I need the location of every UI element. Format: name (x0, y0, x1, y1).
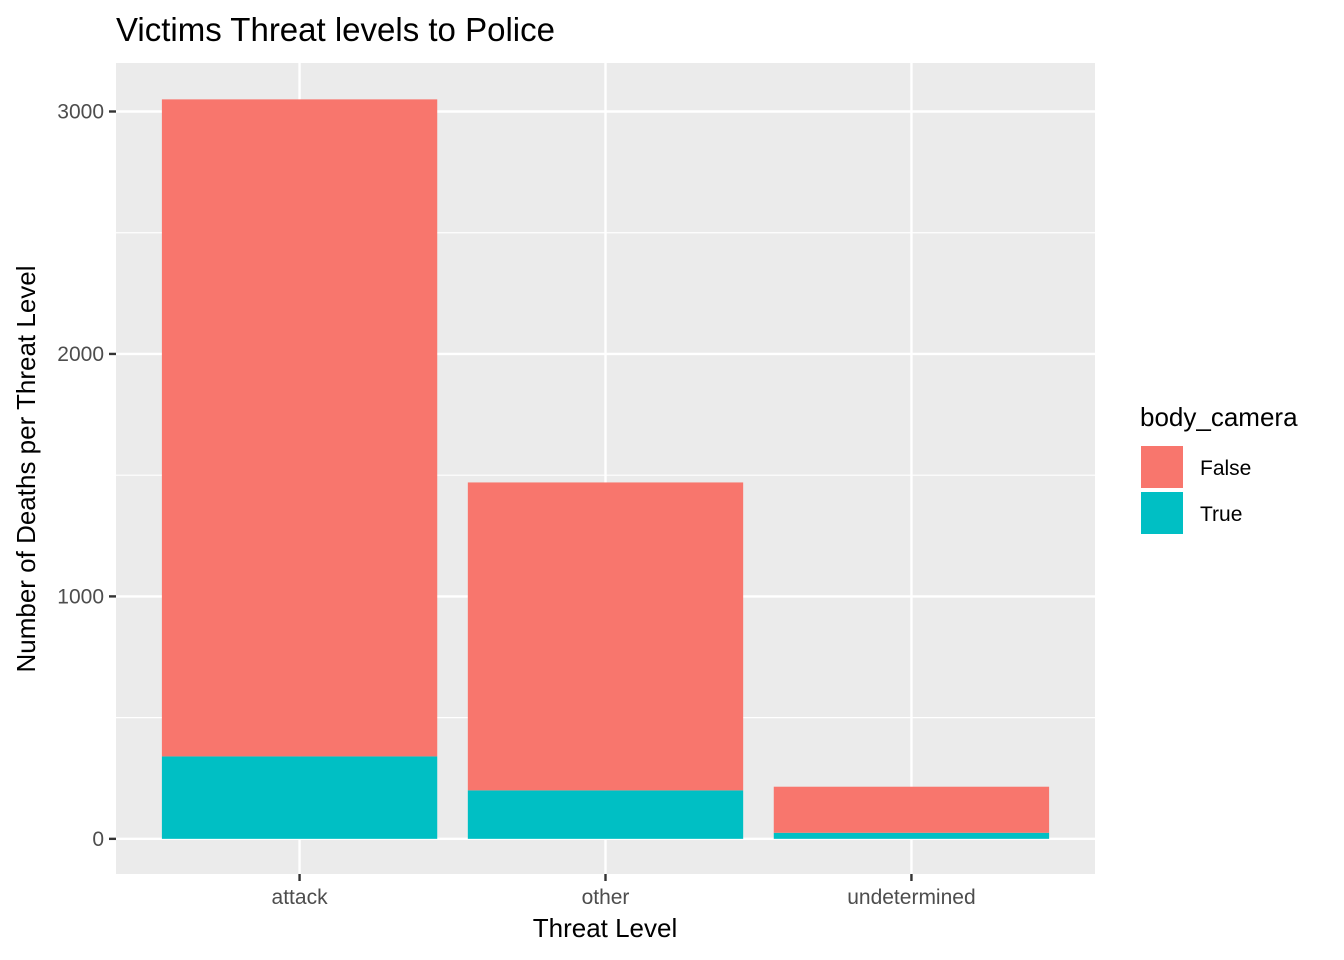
x-axis-title: Threat Level (533, 913, 678, 943)
x-axis: attack other undetermined (272, 874, 976, 909)
bar-other-true (467, 790, 744, 839)
y-axis-title: Number of Deaths per Threat Level (11, 265, 41, 672)
legend: body_camera False True (1140, 402, 1298, 534)
bar-attack-true (161, 756, 438, 839)
bar-undetermined-true (773, 832, 1050, 839)
chart-title: Victims Threat levels to Police (116, 11, 555, 48)
y-tick-label: 1000 (57, 585, 104, 608)
bar-other-false (467, 482, 744, 791)
y-tick-label: 3000 (57, 100, 104, 123)
legend-key-true (1141, 492, 1183, 534)
y-tick-label: 2000 (57, 343, 104, 366)
legend-title: body_camera (1140, 402, 1298, 432)
bar-undetermined-false (773, 786, 1050, 833)
x-tick-label: other (582, 886, 630, 909)
y-tick-label: 0 (92, 828, 104, 851)
legend-key-false (1141, 446, 1183, 488)
x-tick-label: attack (272, 886, 329, 909)
y-axis: 0 1000 2000 3000 (57, 100, 116, 851)
bar-attack-false (161, 99, 438, 757)
legend-label-false: False (1200, 457, 1251, 480)
bars (161, 99, 1050, 839)
legend-label-true: True (1200, 503, 1242, 526)
x-tick-label: undetermined (847, 886, 975, 909)
